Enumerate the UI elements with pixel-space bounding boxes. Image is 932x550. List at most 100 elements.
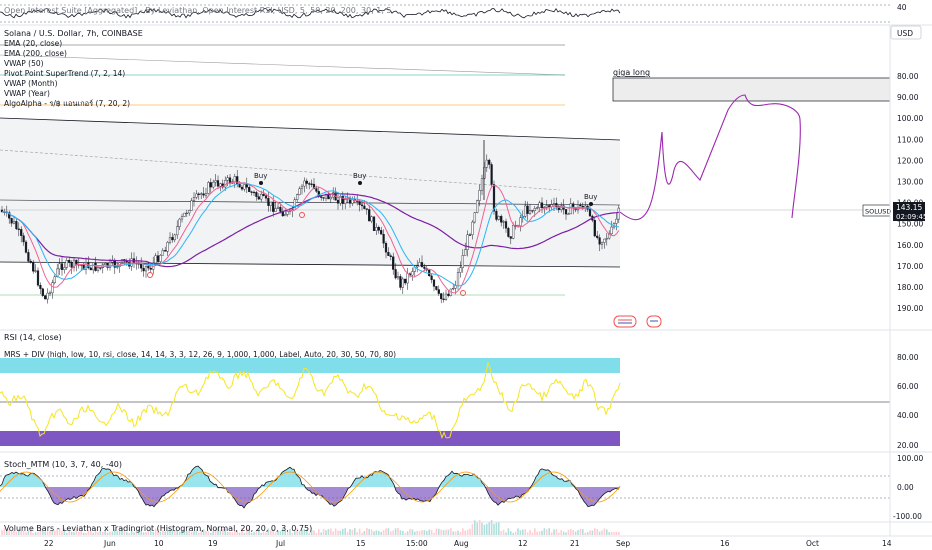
volume-bar bbox=[534, 528, 536, 535]
candle-body bbox=[464, 249, 467, 256]
volume-bar bbox=[270, 530, 272, 535]
candle-body bbox=[437, 289, 440, 294]
candle-body bbox=[156, 255, 160, 262]
volume-bar bbox=[457, 530, 459, 535]
volume-bar bbox=[354, 528, 356, 535]
volume-bar bbox=[262, 531, 265, 535]
volume-bar bbox=[236, 530, 238, 535]
volume-bar bbox=[152, 531, 154, 535]
volume-bar bbox=[205, 531, 207, 535]
candle-body bbox=[617, 207, 620, 220]
candle-body bbox=[336, 199, 340, 204]
volume-bar bbox=[471, 524, 474, 535]
candle-body bbox=[416, 265, 419, 268]
candle-body bbox=[471, 221, 474, 236]
symbol-title[interactable]: Solana / U.S. Dollar, 7h, COINBASE bbox=[4, 29, 143, 38]
candle-body bbox=[46, 292, 49, 300]
candle-body bbox=[34, 270, 37, 272]
candle-body bbox=[22, 235, 25, 243]
volume-bar bbox=[253, 532, 255, 535]
volume-bar bbox=[56, 529, 58, 535]
volume-bar bbox=[114, 529, 116, 535]
candle-body bbox=[363, 205, 366, 209]
volume-bar bbox=[267, 528, 270, 535]
price-tick: 180.00 bbox=[897, 283, 923, 292]
volume-bar bbox=[286, 532, 289, 535]
volume-bar bbox=[200, 530, 202, 535]
volume-bar bbox=[238, 532, 241, 535]
candle-body bbox=[533, 208, 536, 211]
rsi-label: RSI (14, close) bbox=[4, 333, 62, 342]
candle-body bbox=[63, 267, 66, 270]
volume-bar bbox=[572, 530, 574, 535]
volume-bar bbox=[159, 531, 162, 535]
candle-body bbox=[435, 286, 438, 290]
price-tick: 100.00 bbox=[897, 114, 923, 123]
volume-bar bbox=[493, 523, 495, 535]
indicator-legend-item: Pivot Point SuperTrend (7, 2, 14) bbox=[4, 69, 125, 78]
time-tick: 16 bbox=[720, 539, 730, 548]
volume-bar bbox=[226, 532, 229, 535]
candle-body bbox=[238, 183, 241, 188]
stoch-tick: 0.00 bbox=[897, 483, 914, 492]
price-tick: 130.00 bbox=[897, 178, 923, 187]
candle-body bbox=[610, 226, 613, 235]
price-tick: 90.00 bbox=[897, 93, 919, 102]
candle-body bbox=[423, 266, 426, 269]
volume-bar bbox=[85, 532, 87, 535]
indicator-legend-item: EMA (20, close) bbox=[4, 39, 62, 48]
candle-body bbox=[492, 184, 496, 212]
price-axis[interactable]: USD 80.00 90.00 100.00 110.00 120.00 130.00 14… bbox=[862, 25, 927, 313]
us-flag-icon-2[interactable] bbox=[646, 315, 662, 328]
candle-body bbox=[396, 276, 400, 279]
volume-bar bbox=[531, 532, 534, 535]
candle-body bbox=[147, 266, 150, 269]
volume-bar bbox=[92, 532, 94, 535]
volume-bar bbox=[610, 531, 613, 535]
volume-bar bbox=[37, 532, 39, 535]
volume-bar bbox=[548, 528, 550, 535]
candle-body bbox=[245, 184, 248, 188]
us-flag-icon[interactable] bbox=[613, 315, 637, 328]
candle-body bbox=[488, 159, 491, 165]
volume-bar bbox=[522, 529, 524, 535]
volume-bar bbox=[526, 532, 529, 535]
candle-body bbox=[315, 188, 318, 192]
candle-body bbox=[284, 214, 287, 217]
candle-body bbox=[384, 242, 388, 253]
volume-bar bbox=[140, 530, 142, 535]
volume-bar bbox=[212, 530, 214, 535]
volume-bar bbox=[337, 530, 339, 535]
buy-marker-2 bbox=[358, 181, 362, 185]
volume-bar bbox=[250, 532, 253, 535]
candle-body bbox=[605, 237, 608, 240]
volume-bar bbox=[550, 532, 553, 535]
volume-bar bbox=[1, 530, 3, 535]
candle-body bbox=[185, 212, 188, 215]
candle-body bbox=[461, 255, 464, 268]
time-axis[interactable]: 22 Jun 10 19 Jul 15 15:00 Aug 12 21 Sep 16 Oct 14 bbox=[44, 539, 892, 548]
volume-bar bbox=[435, 528, 438, 535]
volume-bar bbox=[243, 532, 246, 535]
candle-body bbox=[447, 293, 450, 296]
volume-bar bbox=[567, 529, 570, 535]
volume-bar bbox=[183, 530, 186, 535]
candle-body bbox=[250, 191, 253, 193]
volume-bar bbox=[462, 528, 464, 535]
candle-body bbox=[36, 270, 40, 286]
currency-badge[interactable] bbox=[890, 25, 922, 40]
volume-bar bbox=[303, 529, 306, 535]
volume-bar bbox=[332, 531, 334, 535]
volume-bar bbox=[445, 529, 447, 535]
candle-body bbox=[149, 267, 152, 270]
candle-body bbox=[305, 180, 308, 184]
volume-bar bbox=[404, 532, 406, 535]
candle-body bbox=[39, 284, 42, 289]
volume-bar bbox=[18, 529, 20, 535]
volume-bar bbox=[20, 531, 22, 535]
candle-body bbox=[375, 227, 378, 231]
volume-bar bbox=[46, 531, 49, 535]
volume-bar bbox=[392, 530, 394, 535]
rsi-tick: 40.00 bbox=[897, 411, 919, 420]
